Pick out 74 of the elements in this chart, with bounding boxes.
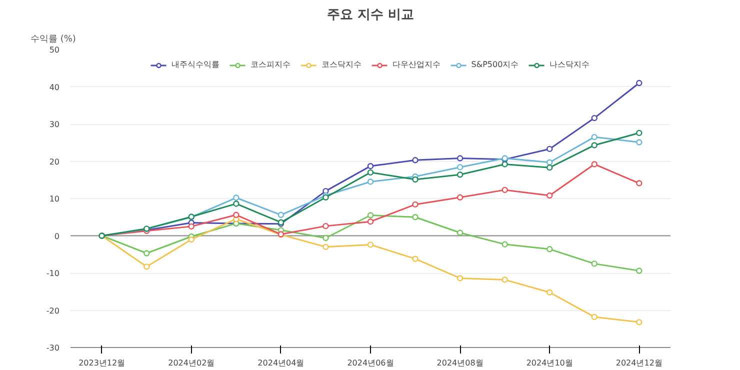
point (233, 200, 240, 207)
x-tick-label: 2023년12월 (78, 358, 126, 368)
point (412, 214, 418, 220)
y-tick-label: 40 (49, 82, 60, 92)
point (636, 319, 642, 326)
point (591, 114, 598, 122)
x-tick-label: 2024년12월 (616, 358, 662, 368)
point (546, 246, 553, 252)
point (502, 161, 508, 168)
point (367, 178, 374, 185)
legend-label: 코스피지수 (250, 59, 290, 70)
point (546, 192, 553, 199)
x-tick-label: 2024년02월 (168, 358, 215, 368)
point (233, 194, 240, 201)
point (322, 222, 329, 230)
point (591, 161, 598, 168)
point (367, 242, 374, 248)
y-tick-label: 30 (49, 120, 60, 129)
point (456, 164, 464, 170)
point (546, 159, 553, 166)
point (546, 164, 553, 171)
point (188, 223, 194, 230)
legend-label: 나스닥지수 (550, 59, 590, 70)
x-tick-label: 2024년10월 (526, 358, 573, 368)
point (636, 130, 642, 136)
point (188, 236, 194, 243)
y-tick-label: 20 (49, 157, 60, 166)
point (144, 250, 150, 256)
y-tick-label: 10 (49, 194, 60, 204)
point (502, 241, 508, 248)
point (233, 212, 240, 218)
point (456, 155, 464, 162)
x-tick-label: 2024년04월 (258, 358, 304, 368)
x-tick-label: 2024년08월 (436, 358, 484, 368)
point (322, 234, 329, 242)
y-tick-label: -30 (46, 344, 60, 352)
y-tick-label: -10 (46, 269, 60, 278)
x-tick-label: 2024년06월 (347, 358, 394, 368)
point (144, 264, 150, 270)
point (367, 218, 374, 225)
point (367, 162, 374, 170)
y-tick-label: 50 (49, 46, 60, 54)
y-tick-label: 0 (54, 232, 60, 241)
point (502, 276, 508, 283)
point (412, 201, 418, 208)
point (456, 194, 464, 200)
point (636, 268, 642, 274)
point (591, 134, 598, 140)
point (412, 157, 418, 164)
point (412, 256, 418, 262)
point (367, 212, 374, 218)
point (636, 180, 642, 186)
point (591, 142, 598, 148)
point (591, 314, 598, 320)
legend-label: 코스닥지수 (321, 59, 362, 70)
point (502, 186, 508, 194)
legend-label: S&P500지수 (471, 59, 519, 70)
point (367, 169, 374, 176)
point (591, 260, 598, 267)
point (456, 172, 464, 178)
legend-label: 다우산업지수 (392, 59, 440, 70)
point (322, 244, 329, 250)
y-tick-label: -20 (46, 306, 60, 316)
point (412, 176, 418, 183)
chart-title: 주요 지수 비교 (326, 8, 414, 22)
point (278, 212, 284, 218)
point (636, 80, 642, 86)
y-axis-title: 수익률 (%) (30, 34, 76, 44)
point (456, 275, 464, 282)
point (456, 230, 464, 236)
legend-label: 내주식수익률 (171, 59, 220, 70)
point (546, 289, 553, 296)
point (636, 139, 642, 146)
point (546, 146, 553, 152)
